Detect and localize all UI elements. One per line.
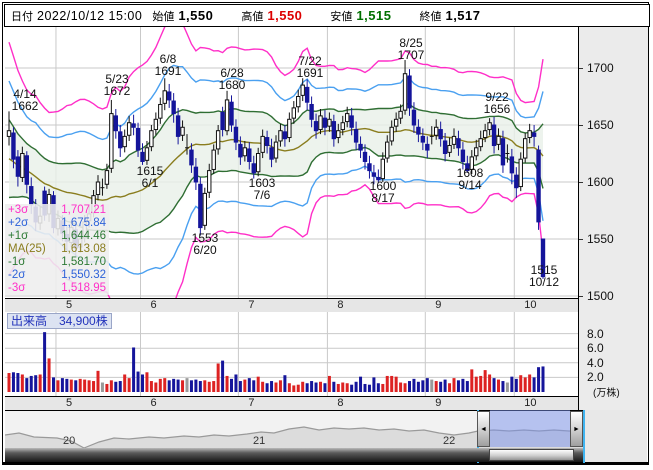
price-axis-panel: 1700 1650 1600 1550 1500 8.0 6.0 4.0 2.0 (万株) [578,27,648,410]
chart-annotation: 1608 9/14 [456,166,484,192]
month-tick-label: 7 [248,299,255,311]
price-tick-mark [579,182,583,183]
range-right-button[interactable]: ► [570,411,583,447]
selection-right-edge[interactable] [583,410,585,463]
volume-tick-label: 4.0 [587,355,604,370]
scrollbar-track[interactable] [5,448,583,462]
chart-annotation: 1600 8/17 [369,179,397,205]
price-tick-label: 1700 [587,61,614,75]
month-tick-label: 9 [435,397,442,409]
chart-annotation: 5/23 1672 [103,72,131,98]
chart-annotation: 1603 7/6 [248,176,276,202]
chart-annotation: 4/14 1662 [11,87,39,113]
year-tick-label: 20 [63,435,76,447]
left-arrow-icon: ◄ [480,425,487,433]
legend-label: +3σ [8,204,29,216]
volume-unit-label: (万株) [593,388,620,399]
month-tick-label: 5 [65,397,73,409]
chart-annotation: 6/8 1691 [154,52,182,78]
legend-row: +3σ 1,707.21 [5,204,109,217]
legend-row: -3σ 1,518.95 [5,282,109,295]
legend-label: -1σ [8,256,26,268]
range-selection[interactable] [490,410,570,447]
legend-row: +1σ 1,644.46 [5,230,109,243]
right-arrow-icon: ► [573,425,580,433]
legend-label: MA(25) [8,243,46,255]
chart-annotation: 6/28 1680 [218,66,246,92]
chart-annotation: 1553 6/20 [191,231,219,257]
low-label: 安値 [330,10,353,23]
chart-annotation: 8/25 1707 [397,36,425,62]
high-label: 高値 [241,10,264,23]
price-tick-label: 1600 [587,175,614,189]
year-tick-label: 22 [443,435,456,447]
legend-value: 1,707.21 [61,204,106,216]
close-label: 終値 [419,10,442,23]
month-tick-label: 6 [150,397,157,409]
legend-row: -1σ 1,581.70 [5,256,109,269]
legend-value: 1,581.70 [61,256,106,268]
legend-label: -2σ [8,269,26,281]
month-tick-label: 8 [337,299,344,311]
month-axis-main: 5 6 7 8 9 10 [5,298,578,313]
volume-tick-label: 6.0 [587,341,604,356]
month-tick-label: 7 [248,397,255,409]
legend-value: 1,550.32 [61,269,106,281]
close-value: 1,517 [445,8,481,23]
volume-tick-label: 2.0 [587,370,604,385]
legend-label: +1σ [8,230,29,242]
open-value: 1,550 [178,8,214,23]
volume-tick-label: 8.0 [587,326,604,341]
quote-header: 日付 2022/10/12 15:00 始値 1,550 高値 1,550 安値… [4,4,650,27]
month-tick-label: 9 [435,299,442,311]
legend-row: +2σ 1,675.84 [5,217,109,230]
price-tick-mark [579,68,583,69]
date-label: 日付 [11,10,33,23]
legend-value: 1,675.84 [61,217,106,229]
legend-row: MA(25) 1,613.08 [5,243,109,256]
open-label: 始値 [152,10,175,23]
month-tick-label: 10 [524,397,537,409]
legend-row: -2σ 1,550.32 [5,269,109,282]
price-tick-label: 1500 [587,289,614,303]
year-tick-label: 21 [253,435,266,447]
legend-label: +2σ [8,217,29,229]
range-left-button[interactable]: ◄ [477,411,490,447]
chart-annotation: 9/22 1656 [483,90,511,116]
month-tick-label: 10 [524,299,537,311]
low-value: 1,515 [356,8,392,23]
bollinger-legend: +3σ 1,707.21 +2σ 1,675.84 +1σ 1,644.46 MA(25) 1… [5,204,109,295]
legend-label: -3σ [8,282,26,294]
price-tick-mark [579,239,583,240]
legend-value: 1,644.46 [61,230,106,242]
navigator-right-filler [583,410,647,462]
month-tick-label: 5 [65,299,73,311]
high-value: 1,550 [267,8,303,23]
chart-annotation: 1615 6/1 [136,164,164,190]
price-tick-mark [579,125,583,126]
price-tick-label: 1550 [587,232,614,246]
chart-annotation: 1515 10/12 [528,263,560,289]
month-axis-volume: 5 6 7 8 9 10 [5,396,578,411]
price-tick-label: 1650 [587,118,614,132]
chart-annotation: 7/22 1691 [296,54,324,80]
legend-value: 1,613.08 [61,243,106,255]
scrollbar-thumb[interactable] [489,449,574,461]
month-tick-label: 8 [337,397,344,409]
volume-label: 出来高 34,900株 [7,313,112,329]
legend-value: 1,518.95 [61,282,106,294]
month-tick-label: 6 [150,299,157,311]
quote-date: 2022/10/12 15:00 [37,8,143,23]
price-tick-mark [579,296,583,297]
